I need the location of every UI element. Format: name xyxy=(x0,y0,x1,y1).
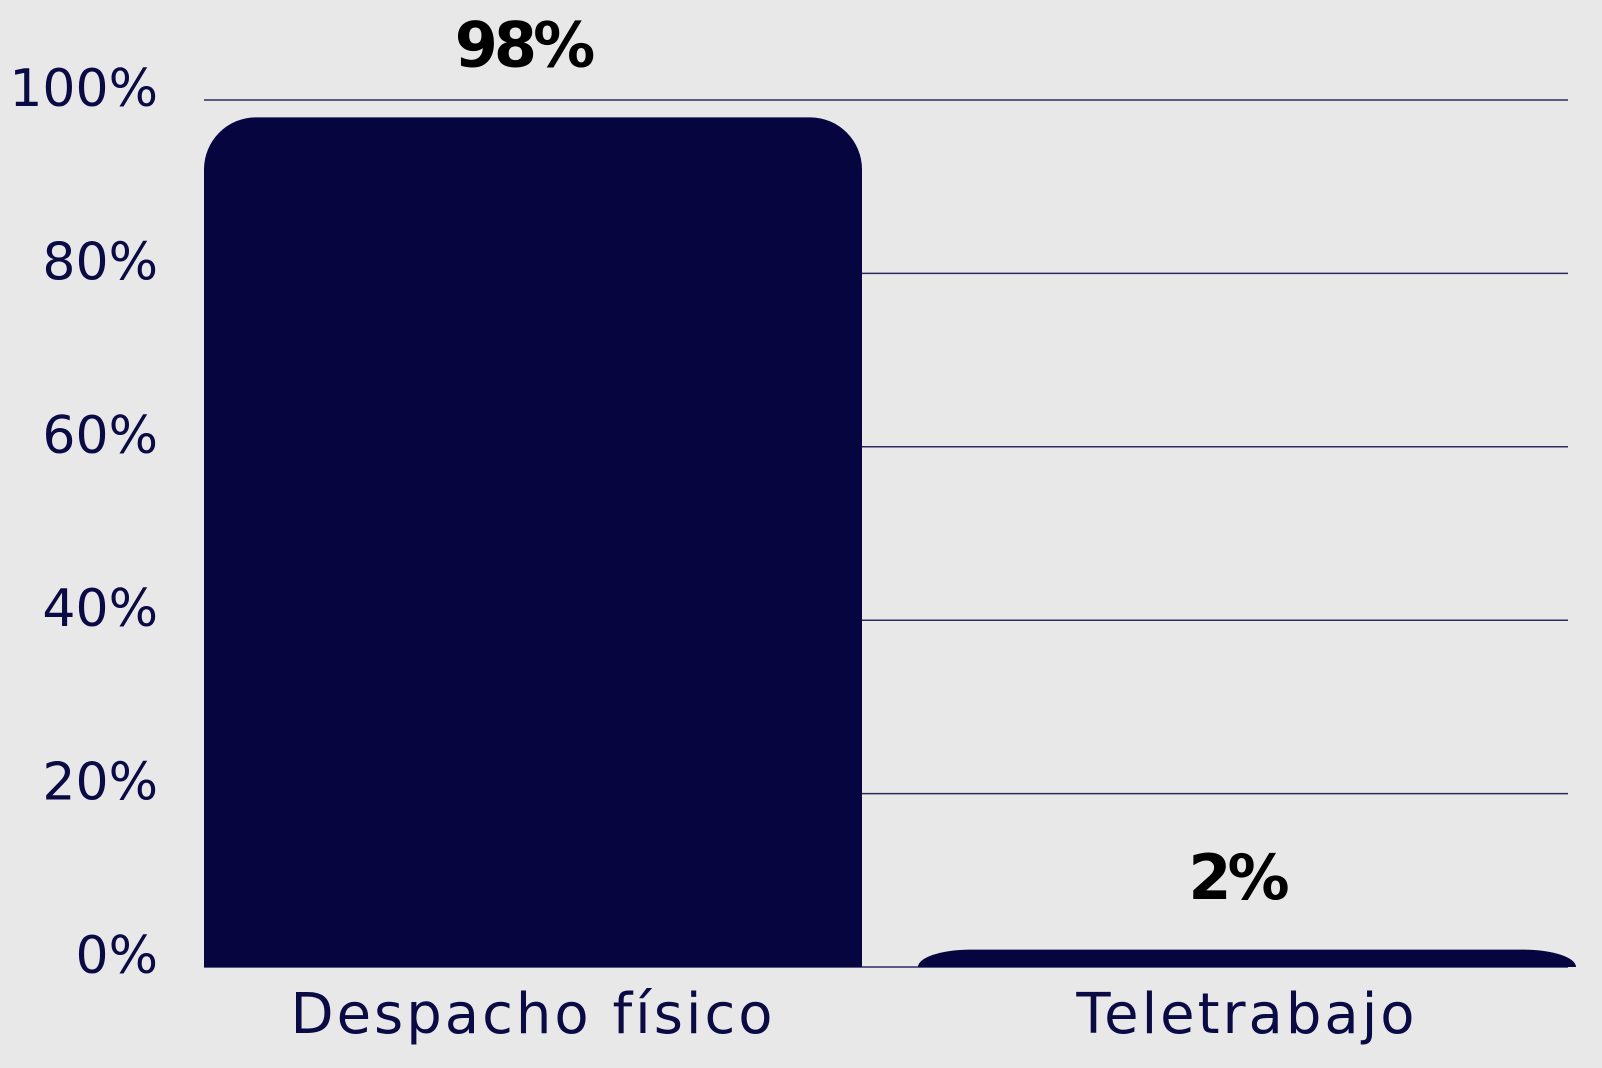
x-tick-label: Teletrabajo xyxy=(1075,982,1417,1047)
bar xyxy=(918,949,1576,967)
x-tick-label: Despacho físico xyxy=(290,982,775,1047)
bar xyxy=(204,117,862,968)
y-tick-label: 0% xyxy=(76,926,159,986)
y-tick-label: 40% xyxy=(42,579,158,639)
y-tick-label: 100% xyxy=(9,59,158,119)
y-tick-label: 80% xyxy=(42,232,158,292)
y-tick-label: 60% xyxy=(42,406,158,466)
value-label: 2% xyxy=(1188,841,1288,914)
value-label: 98% xyxy=(455,8,594,81)
y-tick-label: 20% xyxy=(42,753,158,813)
